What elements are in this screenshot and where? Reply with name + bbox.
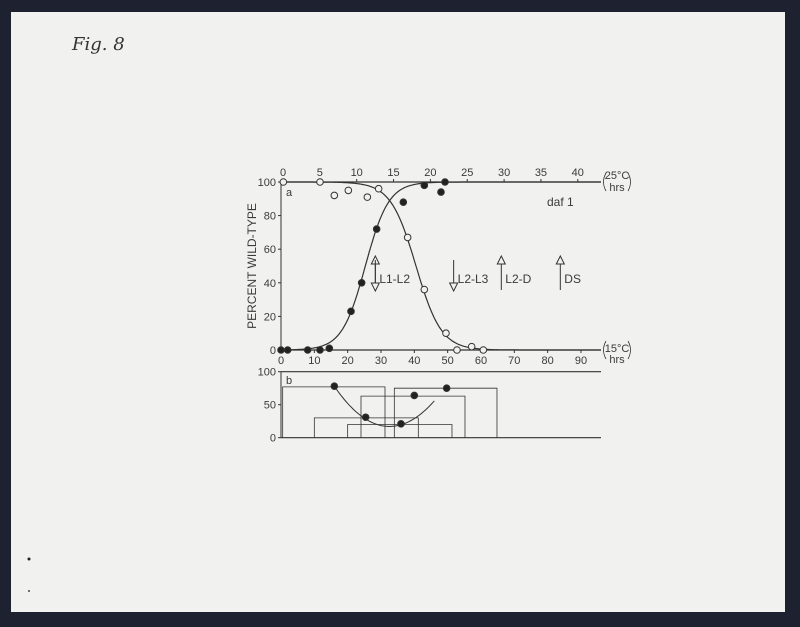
panel-b-label: b [286,375,292,387]
top-tick-label: 15 [387,167,399,179]
paper-speck [28,590,30,592]
stage-label-l2-l3: L2-L3 [458,272,489,286]
data-point-filled-b [361,413,370,422]
data-point-filled [441,178,449,186]
bottom-tick-label: 50 [442,355,454,367]
bottom-axis-unit-hrs: hrs [609,354,625,366]
top-tick-label: 40 [572,167,584,179]
y-tick-label-a: 60 [264,244,276,256]
stage-label-ds: DS [564,272,581,286]
stage-arrow-l2-l3-down-head [448,282,459,293]
data-point-open [442,329,450,338]
shift-interval [282,386,386,438]
bottom-tick-label: 20 [342,355,354,367]
bottom-axis-unit-temp: 15°C [605,343,630,355]
data-point-open [420,285,429,294]
data-point-open [344,186,353,195]
y-axis-label: PERCENT WILD-TYPE [245,203,259,329]
y-tick-label-b: 100 [258,367,276,379]
data-point-filled [277,346,285,354]
data-point-filled [347,307,355,316]
data-point-filled [316,346,324,354]
stage-label-l2-d: L2-D [505,272,531,286]
y-tick-label-a: 0 [270,345,276,357]
bottom-tick-label: 0 [278,355,284,367]
shift-interval [393,387,498,438]
data-point-open [316,178,324,186]
unit-bracket-left [603,340,607,360]
data-point-open [467,342,476,351]
data-point-filled [325,344,334,353]
stage-arrow-l1-l2-down-head [370,282,381,293]
paper-speck [27,557,31,561]
data-point-filled [283,346,292,354]
unit-bracket-right [627,340,631,360]
top-tick-label: 35 [535,167,547,179]
unit-bracket-left [603,172,607,192]
bottom-tick-label: 90 [575,355,587,367]
top-tick-label: 10 [351,167,363,179]
data-point-filled [437,188,445,196]
data-point-open [330,191,339,200]
y-tick-label-a: 40 [264,278,276,290]
panel-a-label: a [286,187,293,199]
top-tick-label: 0 [280,167,286,179]
data-point-open [279,178,288,186]
bottom-tick-label: 40 [408,355,420,367]
y-tick-label-a: 20 [264,311,276,323]
paper-sheet [11,12,785,612]
data-point-open [374,184,383,193]
stage-label-l1-l2: L1-L2 [379,272,410,286]
unit-bracket-right [627,172,631,192]
data-point-filled-b [410,391,419,400]
fitted-curve-filled [281,181,601,351]
data-point-open [479,346,488,354]
bottom-tick-label: 80 [542,355,554,367]
top-tick-label: 5 [317,167,323,179]
stage-arrow-ds-up-head [555,254,566,265]
top-axis-unit-temp: 25°C [605,170,630,182]
data-point-filled [399,198,408,206]
data-point-open [403,233,412,242]
data-point-filled [420,181,429,190]
top-tick-label: 30 [498,167,510,179]
bottom-tick-label: 70 [508,355,520,367]
fitted-curve-open [281,181,601,351]
bottom-tick-label: 10 [308,355,320,367]
data-point-filled-b [442,384,451,393]
data-point-filled [303,346,312,354]
data-point-open [453,346,461,354]
data-point-filled-b [397,420,405,428]
shift-interval [360,395,466,438]
y-tick-label-b: 50 [264,400,276,412]
y-tick-label-b: 0 [270,433,276,445]
y-tick-label-a: 100 [258,177,276,189]
bottom-tick-label: 60 [475,355,487,367]
stage-arrow-l2-d-up-head [496,254,507,265]
top-tick-label: 25 [461,167,473,179]
fitted-curve-b [333,385,435,428]
figure-label: Fig. 8 [71,34,125,55]
data-point-filled-b [330,382,339,391]
data-point-filled [357,279,366,287]
top-tick-label: 20 [424,167,436,179]
bottom-tick-label: 30 [375,355,387,367]
data-point-filled [372,225,381,233]
y-tick-label-a: 80 [264,211,276,223]
daf1-annotation: daf 1 [547,195,574,209]
data-point-open [363,193,372,201]
top-axis-unit-hrs: hrs [609,182,625,194]
